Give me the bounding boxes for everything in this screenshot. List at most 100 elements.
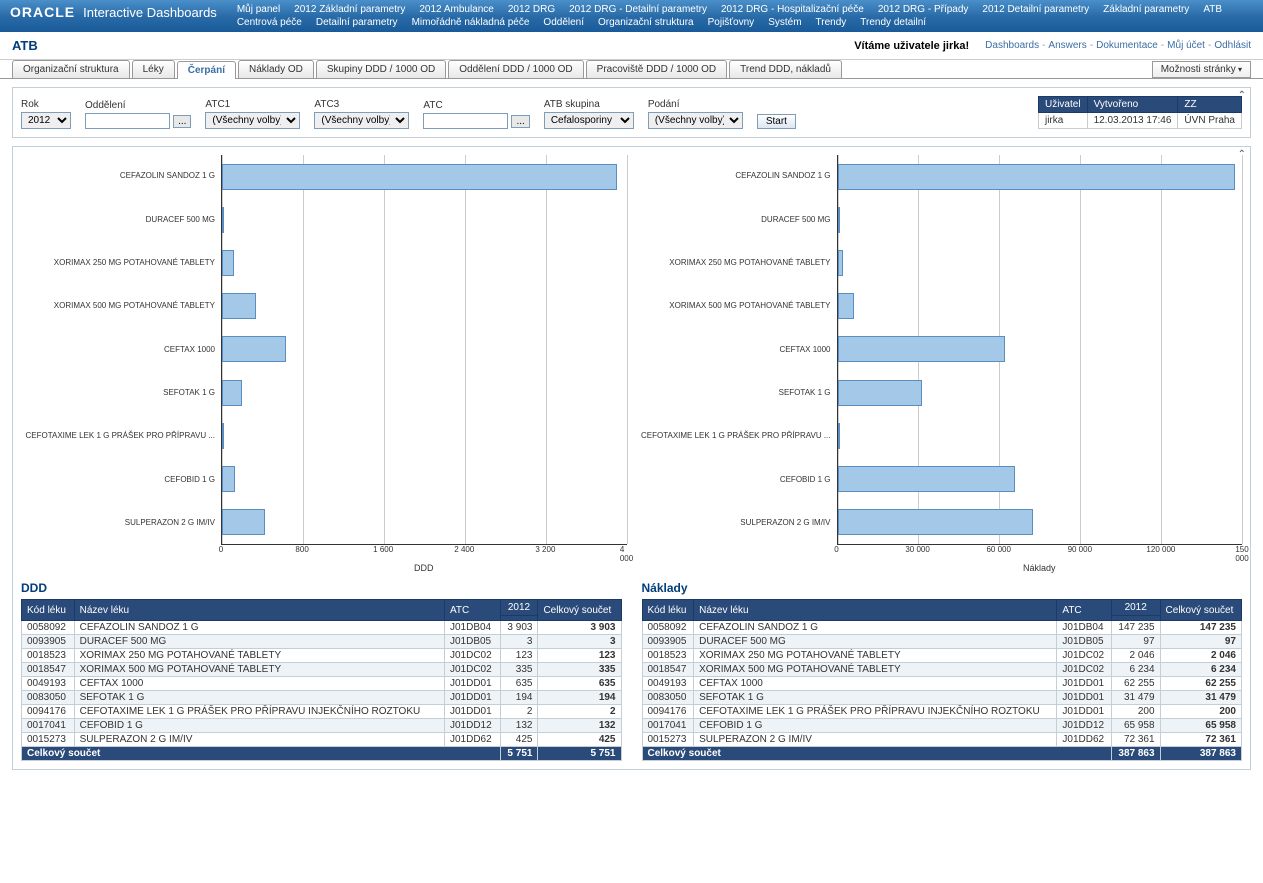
info-table: UživatelVytvořenoZZ jirka12.03.2013 17:4… — [1038, 96, 1242, 129]
chart-bar[interactable] — [838, 380, 923, 406]
table-row[interactable]: 0015273SULPERAZON 2 G IM/IVJ01DD62425425 — [22, 733, 622, 747]
chart-bar[interactable] — [222, 207, 224, 233]
table-row[interactable]: 0058092CEFAZOLIN SANDOZ 1 GJ01DB043 9033… — [22, 621, 622, 635]
table-row[interactable]: 0058092CEFAZOLIN SANDOZ 1 GJ01DB04147 23… — [642, 621, 1242, 635]
table-row[interactable]: 0083050SEFOTAK 1 GJ01DD0131 47931 479 — [642, 691, 1242, 705]
nav-link[interactable]: 2012 DRG - Hospitalizační péče — [721, 4, 864, 15]
table-row[interactable]: 0049193CEFTAX 1000J01DD01635635 — [22, 677, 622, 691]
tab-pracovi-t-ddd-1000-od[interactable]: Pracoviště DDD / 1000 OD — [586, 60, 728, 78]
nav-link[interactable]: 2012 Detailní parametry — [982, 4, 1089, 15]
table-row[interactable]: 0093905DURACEF 500 MGJ01DB0533 — [22, 635, 622, 649]
table-row[interactable]: 0094176CEFOTAXIME LEK 1 G PRÁŠEK PRO PŘÍ… — [22, 705, 622, 719]
table-row[interactable]: 0015273SULPERAZON 2 G IM/IVJ01DD6272 361… — [642, 733, 1242, 747]
chart-bar[interactable] — [838, 336, 1006, 362]
table-row[interactable]: 0018523XORIMAX 250 MG POTAHOVANÉ TABLETY… — [642, 649, 1242, 663]
sub-header: ATB Vítáme uživatele jirka! Dashboards-A… — [0, 32, 1263, 60]
oddeleni-input[interactable] — [85, 113, 170, 129]
nav-link[interactable]: Můj panel — [237, 4, 280, 15]
nav-link[interactable]: Oddělení — [543, 17, 584, 28]
chart-bar[interactable] — [222, 293, 256, 319]
nav-link[interactable]: Mimořádně nákladná péče — [412, 17, 530, 28]
header-links: Dashboards-Answers-Dokumentace-Můj účet-… — [985, 40, 1251, 51]
start-button[interactable]: Start — [757, 114, 796, 129]
tab-l-ky[interactable]: Léky — [132, 60, 175, 78]
chart-bar[interactable] — [222, 380, 242, 406]
chart-bar[interactable] — [222, 250, 234, 276]
nav-link[interactable]: Pojišťovny — [708, 17, 755, 28]
nav-link[interactable]: Organizační struktura — [598, 17, 694, 28]
chart-y-label: CEFTAX 1000 — [21, 328, 221, 371]
chart-bar[interactable] — [838, 509, 1033, 535]
nav-link[interactable]: Centrová péče — [237, 17, 302, 28]
atc-input[interactable] — [423, 113, 508, 129]
nav-link[interactable]: Základní parametry — [1103, 4, 1189, 15]
chart-x-tick: 1 600 — [373, 545, 393, 554]
page-options-button[interactable]: Možnosti stránky — [1152, 61, 1251, 78]
chart-y-label: XORIMAX 250 MG POTAHOVANÉ TABLETY — [637, 242, 837, 285]
chart-bar[interactable] — [838, 423, 840, 449]
page-title: ATB — [12, 38, 38, 53]
filter-atc1: ATC1 (Všechny volby) — [205, 99, 300, 129]
atb-skupina-select[interactable]: Cefalosporiny — [544, 112, 634, 129]
header-link[interactable]: Answers — [1048, 40, 1086, 51]
header-link[interactable]: Odhlásit — [1214, 40, 1251, 51]
chart-x-tick: 4 000 — [620, 545, 633, 563]
collapse-icon[interactable]: ⌃ — [1238, 90, 1246, 101]
header-link[interactable]: Můj účet — [1167, 40, 1205, 51]
chart-x-tick: 60 000 — [986, 545, 1010, 554]
atc3-select[interactable]: (Všechny volby) — [314, 112, 409, 129]
table-row[interactable]: 0093905DURACEF 500 MGJ01DB059797 — [642, 635, 1242, 649]
chart-x-tick: 30 000 — [905, 545, 929, 554]
table-row[interactable]: 0049193CEFTAX 1000J01DD0162 25562 255 — [642, 677, 1242, 691]
chart-bar[interactable] — [838, 250, 844, 276]
chart-x-tick: 0 — [834, 545, 838, 554]
brand-logo: ORACLEInteractive Dashboards — [10, 4, 217, 20]
table-row[interactable]: 0017041CEFOBID 1 GJ01DD12132132 — [22, 719, 622, 733]
tab-odd-len-ddd-1000-od[interactable]: Oddělení DDD / 1000 OD — [448, 60, 583, 78]
nav-link[interactable]: ATB — [1203, 4, 1222, 15]
nav-link[interactable]: Systém — [768, 17, 801, 28]
table-row[interactable]: 0083050SEFOTAK 1 GJ01DD01194194 — [22, 691, 622, 705]
chart-bar[interactable] — [222, 423, 224, 449]
chart-bar[interactable] — [222, 466, 235, 492]
table-row[interactable]: 0018547XORIMAX 500 MG POTAHOVANÉ TABLETY… — [642, 663, 1242, 677]
nav-link[interactable]: 2012 Ambulance — [419, 4, 494, 15]
tab-organiza-n-struktura[interactable]: Organizační struktura — [12, 60, 130, 78]
chart-bar[interactable] — [222, 164, 617, 190]
tab--erp-n-[interactable]: Čerpání — [177, 61, 236, 79]
chart-naklady: CEFAZOLIN SANDOZ 1 GDURACEF 500 MGXORIMA… — [637, 155, 1243, 573]
chart-bar[interactable] — [838, 207, 840, 233]
header-link[interactable]: Dokumentace — [1096, 40, 1158, 51]
nav-link[interactable]: 2012 Základní parametry — [294, 4, 405, 15]
chart-x-tick: 2 400 — [454, 545, 474, 554]
table-row[interactable]: 0094176CEFOTAXIME LEK 1 G PRÁŠEK PRO PŘÍ… — [642, 705, 1242, 719]
total-row: Celkový součet5 7515 751 — [22, 747, 622, 761]
chart-x-tick: 90 000 — [1068, 545, 1092, 554]
nav-link[interactable]: 2012 DRG - Detailní parametry — [569, 4, 707, 15]
tab-trend-ddd-n-klad-[interactable]: Trend DDD, nákladů — [729, 60, 842, 78]
chart-bar[interactable] — [838, 293, 855, 319]
table-row[interactable]: 0018547XORIMAX 500 MG POTAHOVANÉ TABLETY… — [22, 663, 622, 677]
nav-link[interactable]: Detailní parametry — [316, 17, 398, 28]
chart-bar[interactable] — [222, 509, 265, 535]
oddeleni-browse-button[interactable]: ... — [173, 115, 191, 128]
nav-link[interactable]: 2012 DRG - Případy — [878, 4, 969, 15]
podani-select[interactable]: (Všechny volby) — [648, 112, 743, 129]
chart-y-label: XORIMAX 500 MG POTAHOVANÉ TABLETY — [21, 285, 221, 328]
chart1-axis-title: DDD — [221, 563, 627, 573]
chart-bar[interactable] — [838, 164, 1235, 190]
chart-bar[interactable] — [222, 336, 286, 362]
table-row[interactable]: 0018523XORIMAX 250 MG POTAHOVANÉ TABLETY… — [22, 649, 622, 663]
tab-skupiny-ddd-1000-od[interactable]: Skupiny DDD / 1000 OD — [316, 60, 446, 78]
nav-link[interactable]: Trendy detailní — [860, 17, 926, 28]
atc-browse-button[interactable]: ... — [511, 115, 529, 128]
nav-link[interactable]: 2012 DRG — [508, 4, 555, 15]
header-link[interactable]: Dashboards — [985, 40, 1039, 51]
nav-link[interactable]: Trendy — [816, 17, 847, 28]
chart-bar[interactable] — [838, 466, 1016, 492]
chart-x-tick: 800 — [295, 545, 308, 554]
rok-select[interactable]: 2012 — [21, 112, 71, 129]
tab-n-klady-od[interactable]: Náklady OD — [238, 60, 314, 78]
table-row[interactable]: 0017041CEFOBID 1 GJ01DD1265 95865 958 — [642, 719, 1242, 733]
atc1-select[interactable]: (Všechny volby) — [205, 112, 300, 129]
